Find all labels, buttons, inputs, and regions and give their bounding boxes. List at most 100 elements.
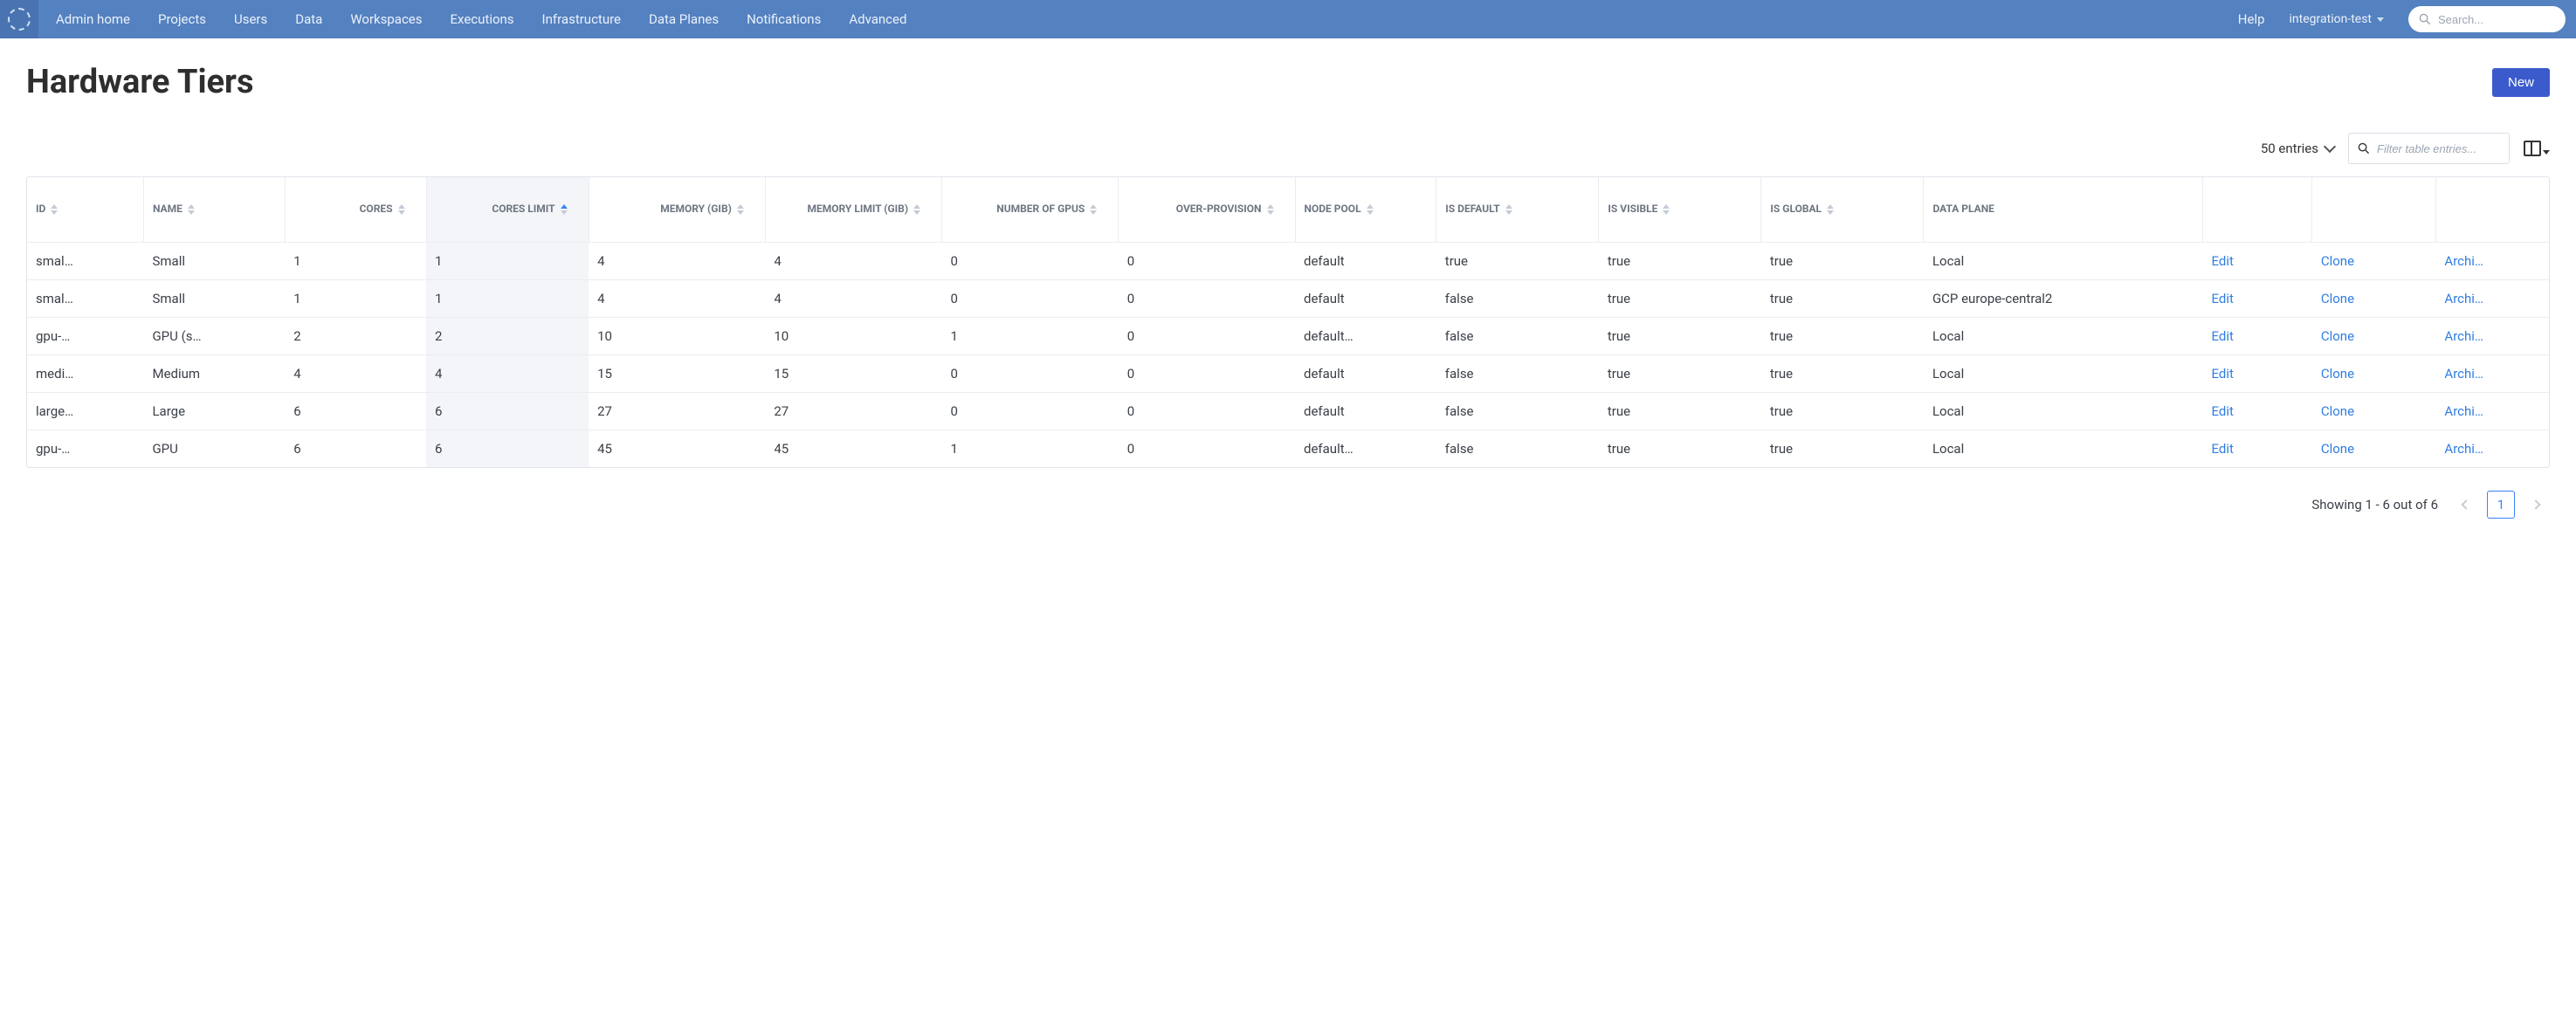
cell-is-visible: true [1599,242,1761,279]
cell-action-clone: Clone [2312,279,2436,317]
cell-id: gpu-… [27,317,143,354]
sort-icon [1090,204,1097,215]
user-menu[interactable]: integration-test [2290,12,2384,26]
cell-node-pool: default… [1295,317,1436,354]
cell-gpus: 0 [942,354,1119,392]
col-node-pool[interactable]: NODE POOL [1295,177,1436,242]
cell-name: GPU [143,430,285,467]
cell-data-plane: Local [1924,392,2203,430]
cell-is-default: true [1436,242,1599,279]
clone-link[interactable]: Clone [2321,441,2354,457]
global-search-input[interactable] [2438,13,2555,26]
col-gpus[interactable]: NUMBER OF GPUS [942,177,1119,242]
cell-action-clone: Clone [2312,392,2436,430]
cell-is-default: false [1436,392,1599,430]
entries-dropdown[interactable]: 50 entries [2261,141,2334,156]
col-is-visible-label: IS VISIBLE [1608,203,1657,216]
cell-overprovision: 0 [1119,354,1295,392]
cell-is-visible: true [1599,430,1761,467]
nav-users[interactable]: Users [234,11,267,27]
cell-cores: 6 [285,430,426,467]
archive-link[interactable]: Archi… [2444,403,2483,419]
cell-cores-limit: 6 [426,392,589,430]
nav-workspaces[interactable]: Workspaces [350,11,422,27]
col-id[interactable]: ID [27,177,143,242]
cell-node-pool: default [1295,392,1436,430]
edit-link[interactable]: Edit [2211,291,2233,306]
prev-page-button[interactable] [2452,491,2480,519]
filter-input[interactable] [2377,142,2500,155]
edit-link[interactable]: Edit [2211,441,2233,457]
nav-help[interactable]: Help [2238,11,2265,27]
col-is-default[interactable]: IS DEFAULT [1436,177,1599,242]
cell-action-edit: Edit [2202,430,2311,467]
sort-icon [1367,204,1374,215]
clone-link[interactable]: Clone [2321,403,2354,419]
cell-cores: 4 [285,354,426,392]
cell-is-default: false [1436,430,1599,467]
col-memory[interactable]: MEMORY (GIB) [589,177,765,242]
edit-link[interactable]: Edit [2211,253,2233,269]
chevron-down-icon [2324,141,2336,153]
cell-action-edit: Edit [2202,242,2311,279]
clone-link[interactable]: Clone [2321,253,2354,269]
clone-link[interactable]: Clone [2321,291,2354,306]
archive-link[interactable]: Archi… [2444,253,2483,269]
nav-admin-home[interactable]: Admin home [56,11,130,27]
cell-memory: 4 [589,242,765,279]
sort-icon [1663,204,1670,215]
col-memory-limit-label: MEMORY LIMIT (GIB) [807,203,908,216]
archive-link[interactable]: Archi… [2444,291,2483,306]
clone-link[interactable]: Clone [2321,366,2354,382]
col-cores[interactable]: CORES [285,177,426,242]
global-search[interactable] [2408,6,2566,32]
col-name[interactable]: NAME [143,177,285,242]
cell-memory-limit: 10 [765,317,941,354]
table-head: ID NAME CORES CORES LIMIT MEMORY (GIB) M… [27,177,2549,242]
next-page-button[interactable] [2522,491,2550,519]
cell-name: GPU (s… [143,317,285,354]
archive-link[interactable]: Archi… [2444,441,2483,457]
col-name-label: NAME [153,203,183,216]
col-is-visible[interactable]: IS VISIBLE [1599,177,1761,242]
nav-projects[interactable]: Projects [158,11,206,27]
col-overprovision[interactable]: OVER-PROVISION [1119,177,1295,242]
cell-node-pool: default [1295,279,1436,317]
sort-icon [1827,204,1834,215]
cell-gpus: 0 [942,392,1119,430]
sort-icon [1267,204,1274,215]
sort-icon [1505,204,1512,215]
nav-data-planes[interactable]: Data Planes [649,11,719,27]
col-is-global[interactable]: IS GLOBAL [1761,177,1924,242]
filter-box[interactable] [2348,133,2510,164]
logo[interactable] [0,0,38,38]
archive-link[interactable]: Archi… [2444,328,2483,344]
nav-data[interactable]: Data [295,11,322,27]
edit-link[interactable]: Edit [2211,366,2233,382]
cell-is-visible: true [1599,392,1761,430]
edit-link[interactable]: Edit [2211,328,2233,344]
col-cores-limit[interactable]: CORES LIMIT [426,177,589,242]
cell-cores-limit: 1 [426,279,589,317]
archive-link[interactable]: Archi… [2444,366,2483,382]
cell-is-global: true [1761,317,1924,354]
col-data-plane: DATA PLANE [1924,177,2203,242]
col-memory-label: MEMORY (GIB) [660,203,732,216]
cell-data-plane: Local [1924,430,2203,467]
nav-notifications[interactable]: Notifications [747,11,821,27]
new-button[interactable]: New [2492,68,2550,97]
cell-action-archive: Archi… [2435,279,2549,317]
col-memory-limit[interactable]: MEMORY LIMIT (GIB) [765,177,941,242]
page-number-1[interactable]: 1 [2487,491,2515,519]
cell-cores-limit: 1 [426,242,589,279]
cell-action-archive: Archi… [2435,392,2549,430]
table-body: smal…Small114400defaulttruetruetrueLocal… [27,242,2549,467]
clone-link[interactable]: Clone [2321,328,2354,344]
nav-executions[interactable]: Executions [451,11,514,27]
column-settings-button[interactable] [2524,141,2550,156]
edit-link[interactable]: Edit [2211,403,2233,419]
table-row: large…Large66272700defaultfalsetruetrueL… [27,392,2549,430]
nav-infrastructure[interactable]: Infrastructure [542,11,621,27]
col-gpus-label: NUMBER OF GPUS [996,203,1085,216]
nav-advanced[interactable]: Advanced [849,11,906,27]
